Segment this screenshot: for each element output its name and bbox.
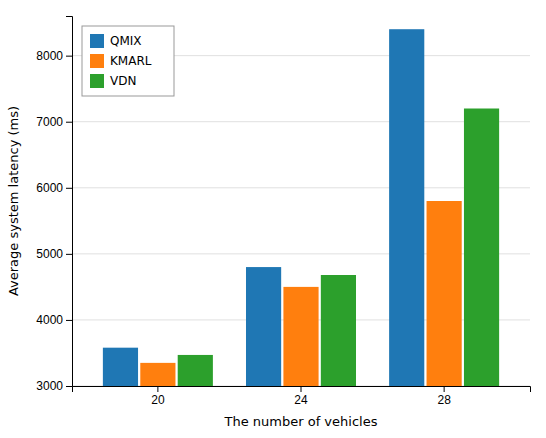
legend-item: VDN <box>90 74 136 88</box>
y-tick-mark <box>66 122 72 123</box>
y-tick-label: 3000 <box>36 379 63 393</box>
x-axis: 20 24 28 <box>73 386 531 407</box>
x-tick-mark <box>444 386 445 392</box>
y-tick-mark <box>66 188 72 189</box>
x-tick-label: 24 <box>294 393 308 407</box>
legend-item: QMIX <box>90 34 142 48</box>
bar <box>246 267 281 386</box>
x-tick: 20 <box>151 386 165 407</box>
bar <box>283 287 318 386</box>
y-tick-mark <box>66 386 72 387</box>
x-tick-mark <box>157 386 158 392</box>
y-tick: 5000 <box>36 247 72 261</box>
y-tick-label: 4000 <box>36 313 63 327</box>
y-tick-mark <box>66 254 72 255</box>
grid-line <box>72 187 530 188</box>
y-axis: 3000 4000 5000 6000 7000 8000 <box>36 17 72 394</box>
y-tick-label: 7000 <box>36 115 63 129</box>
x-axis-title: The number of vehicles <box>224 414 378 429</box>
legend-swatch <box>90 54 104 68</box>
x-tick-label: 28 <box>437 393 451 407</box>
bar <box>103 348 138 386</box>
y-axis-title: Average system latency (ms) <box>6 106 21 296</box>
y-tick: 3000 <box>36 379 72 393</box>
bar <box>321 275 356 386</box>
bar <box>140 363 175 386</box>
y-tick-label: 6000 <box>36 181 63 195</box>
y-tick-mark <box>66 56 72 57</box>
bar <box>178 355 213 386</box>
x-tick: 24 <box>294 386 308 407</box>
y-tick-label: 8000 <box>36 49 63 63</box>
bar-series <box>140 201 461 386</box>
bar-series <box>178 109 499 387</box>
y-axis-line <box>66 17 73 387</box>
x-tick-label: 20 <box>151 393 165 407</box>
legend-label: KMARL <box>110 54 152 68</box>
y-tick-label: 5000 <box>36 247 63 261</box>
chart-container: 20 24 28 3000 4000 5000 6000 7000 8000 QMIX KMARL V… <box>0 0 546 438</box>
y-tick: 8000 <box>36 49 72 63</box>
bar <box>427 201 462 386</box>
legend-item: KMARL <box>90 54 152 68</box>
chart-svg: 20 24 28 3000 4000 5000 6000 7000 8000 QMIX KMARL V… <box>0 0 546 438</box>
grid-line <box>72 121 530 122</box>
x-tick-mark <box>301 386 302 392</box>
legend-label: VDN <box>110 74 136 88</box>
legend-label: QMIX <box>110 34 142 48</box>
bar <box>464 109 499 387</box>
y-tick: 4000 <box>36 313 72 327</box>
plot-area: 20 24 28 3000 4000 5000 6000 7000 8000 QMIX KMARL V… <box>36 17 530 438</box>
legend-swatch <box>90 74 104 88</box>
bar <box>389 29 424 386</box>
y-tick: 6000 <box>36 181 72 195</box>
legend: QMIX KMARL VDN <box>82 26 174 96</box>
y-tick-mark <box>66 320 72 321</box>
y-tick: 7000 <box>36 115 72 129</box>
legend-swatch <box>90 34 104 48</box>
x-tick: 28 <box>437 386 451 407</box>
x-axis-line <box>73 387 531 393</box>
legend-box <box>82 26 174 96</box>
